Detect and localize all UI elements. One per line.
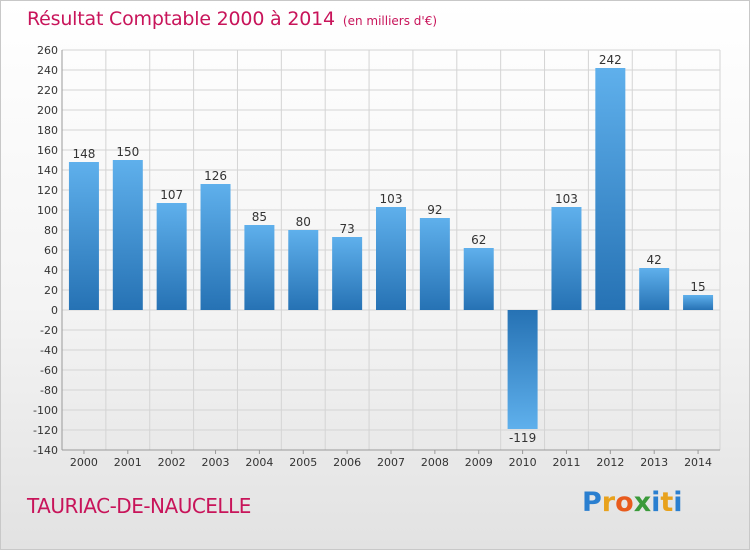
data-label: 103: [555, 192, 578, 206]
y-tick-label: -60: [40, 364, 58, 377]
y-tick-label: 0: [51, 304, 58, 317]
data-label: 80: [296, 215, 311, 229]
y-tick-label: -20: [40, 324, 58, 337]
bar: [68, 162, 99, 310]
x-tick-label: 2012: [596, 456, 624, 469]
y-tick-label: -40: [40, 344, 58, 357]
x-tick-label: 2011: [552, 456, 580, 469]
data-label: 126: [204, 169, 227, 183]
y-tick-label: 140: [37, 164, 58, 177]
x-tick-label: 2007: [377, 456, 405, 469]
bar: [244, 225, 275, 310]
data-label: 242: [599, 53, 622, 67]
x-tick-label: 2013: [640, 456, 668, 469]
x-tick-label: 2000: [70, 456, 98, 469]
chart-subtitle: (en milliers d'€): [342, 14, 438, 28]
logo-letter: o: [615, 487, 634, 518]
bar: [551, 207, 582, 310]
bar-layer: [68, 68, 714, 429]
y-tick-label: 100: [37, 204, 58, 217]
bar: [200, 184, 231, 310]
chart-title-block: Résultat Comptable 2000 à 2014 (en millie…: [27, 8, 437, 30]
x-tick-label: 2008: [421, 456, 449, 469]
bar: [595, 68, 626, 310]
bar: [507, 310, 538, 429]
data-label: 103: [380, 192, 403, 206]
bar: [419, 218, 450, 310]
y-tick-label: 40: [44, 264, 58, 277]
data-label: 62: [471, 233, 486, 247]
x-tick-label: 2001: [114, 456, 142, 469]
data-label: 150: [116, 145, 139, 159]
bar: [332, 237, 363, 310]
logo-letter: x: [633, 487, 652, 518]
data-label: 92: [427, 203, 442, 217]
x-tick-label: 2003: [202, 456, 230, 469]
y-tick-label: 240: [37, 64, 58, 77]
data-label: 107: [160, 188, 183, 202]
y-tick-label: 260: [37, 44, 58, 57]
x-tick-label: 2014: [684, 456, 712, 469]
x-tick-label: 2009: [465, 456, 493, 469]
logo-letter: r: [601, 487, 616, 518]
axis-layer: 260240220200180160140120100806040200-20-…: [33, 44, 720, 469]
x-tick-label: 2010: [509, 456, 537, 469]
bar: [463, 248, 494, 310]
y-tick-label: -140: [33, 444, 58, 457]
y-tick-label: 160: [37, 144, 58, 157]
y-tick-label: -120: [33, 424, 58, 437]
data-label: 15: [690, 280, 705, 294]
y-tick-label: -80: [40, 384, 58, 397]
y-tick-label: 20: [44, 284, 58, 297]
bar: [156, 203, 187, 310]
data-label: 148: [72, 147, 95, 161]
y-tick-label: -100: [33, 404, 58, 417]
logo-letter: P: [582, 487, 602, 518]
y-tick-label: 120: [37, 184, 58, 197]
chart-title: Résultat Comptable 2000 à 2014: [27, 8, 335, 30]
y-tick-label: 180: [37, 124, 58, 137]
x-tick-label: 2004: [245, 456, 273, 469]
proxiti-logo: Proxiti: [582, 487, 683, 518]
x-tick-label: 2006: [333, 456, 361, 469]
bar: [639, 268, 670, 310]
y-tick-label: 200: [37, 104, 58, 117]
x-tick-label: 2005: [289, 456, 317, 469]
bar: [683, 295, 714, 310]
bar: [112, 160, 143, 310]
logo-letter: i: [673, 487, 683, 518]
x-tick-label: 2002: [158, 456, 186, 469]
town-name: TAURIAC-DE-NAUCELLE: [27, 494, 251, 518]
data-label: -119: [509, 431, 536, 445]
y-tick-label: 220: [37, 84, 58, 97]
logo-letter: t: [660, 487, 674, 518]
data-label: 42: [647, 253, 662, 267]
data-label: 73: [339, 222, 354, 236]
logo-letter: i: [651, 487, 661, 518]
bar: [376, 207, 406, 310]
label-layer: 148 150 107 126 85 80 73 103 92 62 -119 103 242 42 15: [72, 53, 705, 445]
y-tick-label: 60: [44, 244, 58, 257]
bar: [288, 230, 319, 310]
y-tick-label: 80: [44, 224, 58, 237]
data-label: 85: [252, 210, 267, 224]
